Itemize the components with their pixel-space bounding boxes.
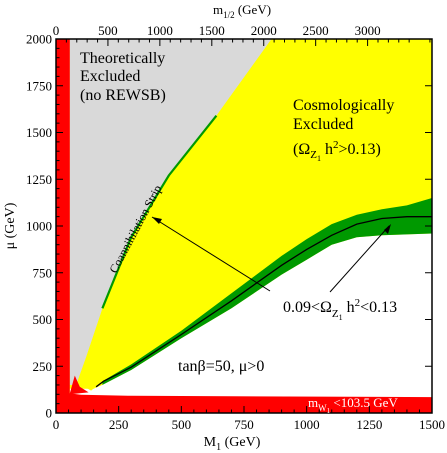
wmap-center-line xyxy=(95,216,432,388)
top-tick-label-4: 2000 xyxy=(251,23,277,38)
region-allowed xyxy=(69,233,432,413)
annotation-theoretical-3: (no REWSB) xyxy=(80,87,166,104)
top-tick-label-3: 1500 xyxy=(199,23,225,38)
x-tick-label-4: 1000 xyxy=(294,417,320,432)
y-tick-label-0: 0 xyxy=(46,406,53,421)
annotation-wmap: 0.09<ΩZ1 h2<0.13 xyxy=(283,297,397,322)
x-tick-label-0: 0 xyxy=(53,417,60,432)
annotation-cosmo-2: Excluded xyxy=(293,116,353,133)
y-tick-label-8: 2000 xyxy=(26,32,52,47)
annotation-theoretical-1: Theoretically xyxy=(80,50,165,67)
annotation-lep: mW1 <103.5 GeV xyxy=(308,395,398,415)
top-tick-label-6: 3000 xyxy=(355,23,381,38)
regions-layer xyxy=(56,39,432,413)
region-lep-corner xyxy=(69,375,89,395)
top-tick-label-1: 500 xyxy=(98,23,118,38)
annotation-cosmo-3: (ΩZ1 h2>0.13) xyxy=(293,139,381,163)
top-tick-label-2: 1000 xyxy=(147,23,173,38)
x-axis-label: M1 (GeV) xyxy=(204,435,261,453)
x-tick-label-5: 1250 xyxy=(356,417,382,432)
y-axis-label: μ (GeV) xyxy=(3,202,18,249)
top-tick-label-0: 0 xyxy=(53,23,60,38)
region-cosmological-main xyxy=(81,39,432,391)
arrow-coannihilation-head xyxy=(152,217,162,224)
y-tick-label-7: 1750 xyxy=(26,78,52,93)
annotation-params: tanβ=50, μ>0 xyxy=(178,358,264,375)
x-tick-label-3: 750 xyxy=(234,417,254,432)
x-tick-label-1: 250 xyxy=(109,417,129,432)
y-tick-label-2: 500 xyxy=(33,312,53,327)
region-theoretical-upper xyxy=(69,39,272,385)
region-lep-bottom xyxy=(56,393,432,413)
y-tick-label-4: 1000 xyxy=(26,219,52,234)
arrows-layer xyxy=(151,216,391,293)
top-tick-label-5: 2500 xyxy=(303,23,329,38)
arrow-wmap-line xyxy=(329,225,390,293)
ticks-layer: 0 250 500 750 1000 1250 1500 0 250 500 750 1000 1250… xyxy=(26,23,445,432)
x-tick-label-2: 500 xyxy=(172,417,192,432)
y-tick-label-5: 1250 xyxy=(26,172,52,187)
y-tick-label-3: 750 xyxy=(33,265,53,280)
y-tick-label-6: 1500 xyxy=(26,125,52,140)
annotation-theoretical-2: Excluded xyxy=(80,68,140,85)
curves-layer xyxy=(95,115,432,388)
coannihilation-strip-line xyxy=(101,115,218,309)
annotation-cosmo-1: Cosmologically xyxy=(293,97,394,114)
x-tick-label-6: 1500 xyxy=(419,417,445,432)
arrow-coannihilation xyxy=(151,216,271,292)
top-axis-label: m1/2 (GeV) xyxy=(213,2,271,20)
arrow-wmap-head xyxy=(384,224,391,234)
y-tick-label-1: 250 xyxy=(33,359,53,374)
